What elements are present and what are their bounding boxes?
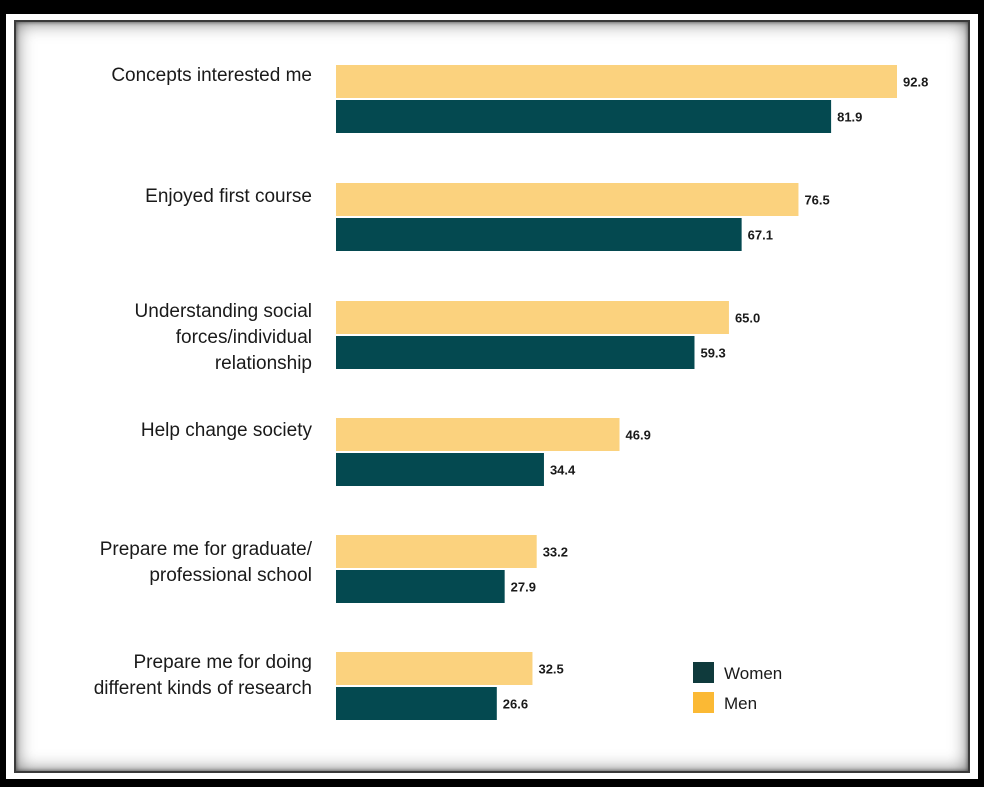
value-label-men-2: 65.0 — [735, 311, 760, 326]
category-label-2: forces/individual — [176, 327, 312, 348]
bar-men-2 — [336, 301, 729, 334]
bar-men-0 — [336, 65, 897, 98]
bar-men-5 — [336, 652, 533, 685]
bar-women-4 — [336, 570, 505, 603]
legend-label-men: Men — [724, 694, 757, 713]
bar-women-1 — [336, 218, 742, 251]
value-label-women-4: 27.9 — [511, 580, 536, 595]
bar-women-5 — [336, 687, 497, 720]
legend-swatch-men — [693, 692, 714, 713]
bar-men-4 — [336, 535, 537, 568]
category-label-0: Concepts interested me — [111, 65, 312, 86]
bar-women-0 — [336, 100, 832, 133]
bar-women-3 — [336, 453, 544, 486]
legend-swatch-women — [693, 662, 714, 683]
category-label-4: Prepare me for graduate/ — [100, 539, 313, 560]
value-label-women-0: 81.9 — [837, 110, 862, 125]
category-label-4: professional school — [149, 565, 312, 586]
value-label-women-3: 34.4 — [550, 463, 576, 478]
value-label-men-5: 32.5 — [538, 662, 563, 677]
category-label-5: different kinds of research — [94, 678, 312, 699]
bar-men-1 — [336, 183, 799, 216]
value-label-men-4: 33.2 — [543, 545, 568, 560]
bar-women-2 — [336, 336, 695, 369]
value-label-men-1: 76.5 — [804, 193, 829, 208]
category-label-5: Prepare me for doing — [134, 652, 313, 673]
category-label-2: Understanding social — [135, 301, 312, 322]
category-label-2: relationship — [215, 353, 312, 374]
value-label-men-3: 46.9 — [626, 428, 651, 443]
bar-men-3 — [336, 418, 620, 451]
category-label-1: Enjoyed first course — [145, 186, 312, 207]
legend-label-women: Women — [724, 664, 782, 683]
value-label-women-1: 67.1 — [748, 228, 773, 243]
value-label-men-0: 92.8 — [903, 75, 928, 90]
value-label-women-2: 59.3 — [700, 346, 725, 361]
category-label-3: Help change society — [141, 420, 313, 441]
value-label-women-5: 26.6 — [503, 697, 528, 712]
